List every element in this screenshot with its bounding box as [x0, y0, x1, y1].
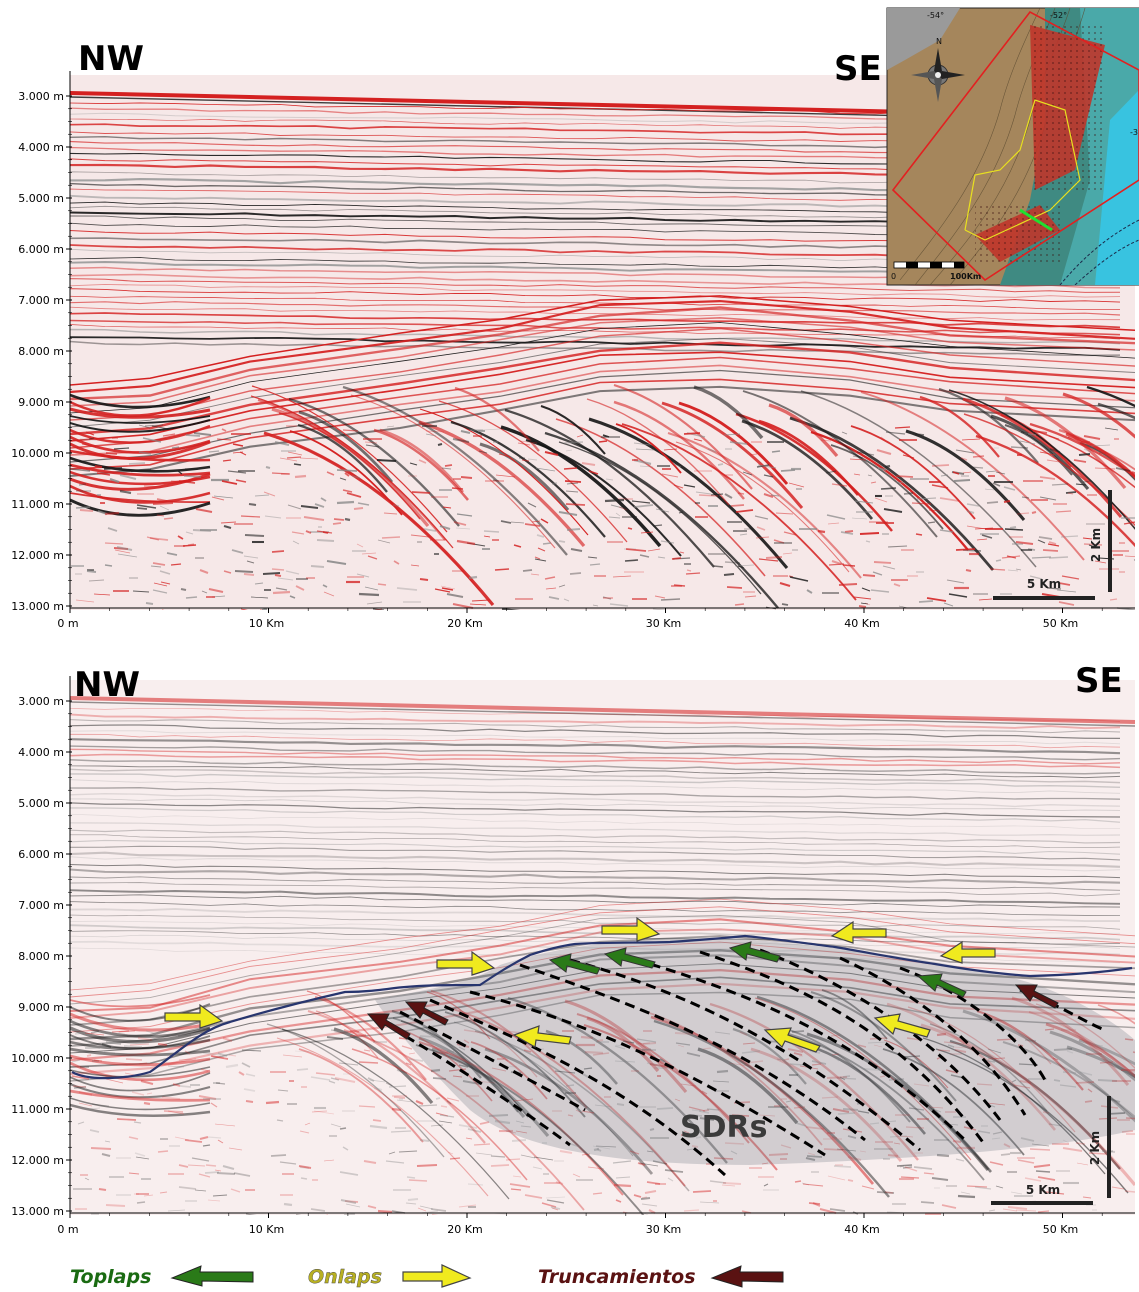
depth-tick-label: 13.000 m: [11, 1205, 64, 1218]
depth-tick-label: 12.000 m: [11, 1154, 64, 1167]
depth-tick-label: 3.000 m: [18, 90, 64, 103]
distance-tick-label: 50 Km: [1043, 1223, 1078, 1236]
sdrs-label: SDRs: [680, 1110, 767, 1145]
legend-truncamientos-arrow-icon: [710, 1265, 784, 1288]
depth-tick-label: 10.000 m: [11, 447, 64, 460]
top-distance-axis: 0 m 10 Km 20 Km 30 Km 40 Km 50 Km: [57, 607, 1135, 630]
depth-tick-label: 7.000 m: [18, 294, 64, 307]
sdr-wedge-shading: [375, 937, 1135, 1165]
map-edge-label: -3: [1130, 128, 1138, 137]
top-scale-bars: 2 Km 5 Km: [993, 490, 1112, 600]
map-lon-label-2: -52°: [1050, 11, 1067, 20]
depth-tick-label: 11.000 m: [11, 1103, 64, 1116]
depth-tick-label: 10.000 m: [11, 1052, 64, 1065]
compass-rose-icon: [911, 48, 965, 102]
distance-tick-label: 40 Km: [844, 617, 879, 630]
bottom-reflectors: [70, 696, 1135, 1215]
distance-tick-label: 0 m: [57, 1223, 78, 1236]
map-scale-end: 100Km: [950, 272, 981, 281]
map-lon-label-1: -54°: [927, 11, 944, 20]
depth-tick-label: 7.000 m: [18, 899, 64, 912]
sdr-dashed-lines: [377, 948, 1106, 1177]
depth-tick-label: 13.000 m: [11, 600, 64, 613]
legend-truncamientos-label: Truncamientos: [538, 1266, 696, 1288]
distance-tick-label: 10 Km: [249, 1223, 284, 1236]
legend-toplaps-label: Toplaps: [70, 1266, 151, 1288]
legend-onlaps-label: Onlaps: [308, 1266, 382, 1288]
distance-tick-label: 10 Km: [249, 617, 284, 630]
map-scale-start: 0: [891, 272, 896, 281]
top-horizontal-scale-label: 5 Km: [1027, 577, 1061, 591]
bottom-seismic-section: SDRs NW SE 3.000 m 4.000 m 5.000 m 6.000 m 7…: [11, 661, 1135, 1236]
onlap-arrows: [164, 916, 996, 1053]
truncation-arrows: [366, 984, 1059, 1040]
depth-tick-label: 3.000 m: [18, 695, 64, 708]
bottom-scale-bars: 2 Km 5 Km: [991, 1096, 1111, 1205]
bottom-nw-label: NW: [74, 665, 140, 705]
top-se-label: SE: [834, 49, 882, 89]
depth-tick-label: 8.000 m: [18, 950, 64, 963]
bottom-horizontal-scale-label: 5 Km: [1026, 1183, 1060, 1197]
depth-tick-label: 5.000 m: [18, 797, 64, 810]
distance-tick-label: 20 Km: [447, 1223, 482, 1236]
depth-tick-label: 9.000 m: [18, 396, 64, 409]
distance-tick-label: 50 Km: [1043, 617, 1078, 630]
bottom-se-label: SE: [1075, 661, 1123, 701]
depth-tick-label: 6.000 m: [18, 243, 64, 256]
depth-tick-label: 4.000 m: [18, 141, 64, 154]
depth-tick-label: 4.000 m: [18, 746, 64, 759]
bottom-vertical-scale-label: 2 Km: [1088, 1131, 1102, 1165]
distance-tick-label: 20 Km: [447, 617, 482, 630]
depth-tick-label: 9.000 m: [18, 1001, 64, 1014]
bottom-depth-axis: 3.000 m 4.000 m 5.000 m 6.000 m 7.000 m 8.000…: [11, 676, 72, 1218]
depth-tick-label: 11.000 m: [11, 498, 64, 511]
map-scale-bar: 0 100Km: [891, 261, 981, 281]
legend-toplaps-arrow-icon: [170, 1265, 254, 1287]
distance-tick-label: 30 Km: [646, 1223, 681, 1236]
legend: Toplaps Onlaps Truncamientos: [70, 1264, 784, 1288]
toplap-arrows: [548, 941, 967, 998]
depth-tick-label: 5.000 m: [18, 192, 64, 205]
distance-tick-label: 30 Km: [646, 617, 681, 630]
depth-tick-label: 6.000 m: [18, 848, 64, 861]
base-horizon: [71, 934, 1133, 1080]
distance-tick-label: 40 Km: [844, 1223, 879, 1236]
depth-tick-label: 8.000 m: [18, 345, 64, 358]
depth-tick-label: 12.000 m: [11, 549, 64, 562]
top-depth-axis: 3.000 m 4.000 m 5.000 m 6.000 m 7.000 m 8.000…: [11, 71, 72, 613]
bottom-distance-axis: 0 m 10 Km 20 Km 30 Km 40 Km 50 Km: [57, 1212, 1135, 1236]
distance-tick-label: 0 m: [57, 617, 78, 630]
top-vertical-scale-label: 2 Km: [1089, 528, 1103, 562]
legend-onlaps-arrow-icon: [402, 1264, 472, 1288]
inset-location-map: N -54° -52° -3 0 100Km: [886, 7, 1139, 286]
map-north-label: N: [936, 37, 942, 46]
top-nw-label: NW: [78, 39, 144, 79]
